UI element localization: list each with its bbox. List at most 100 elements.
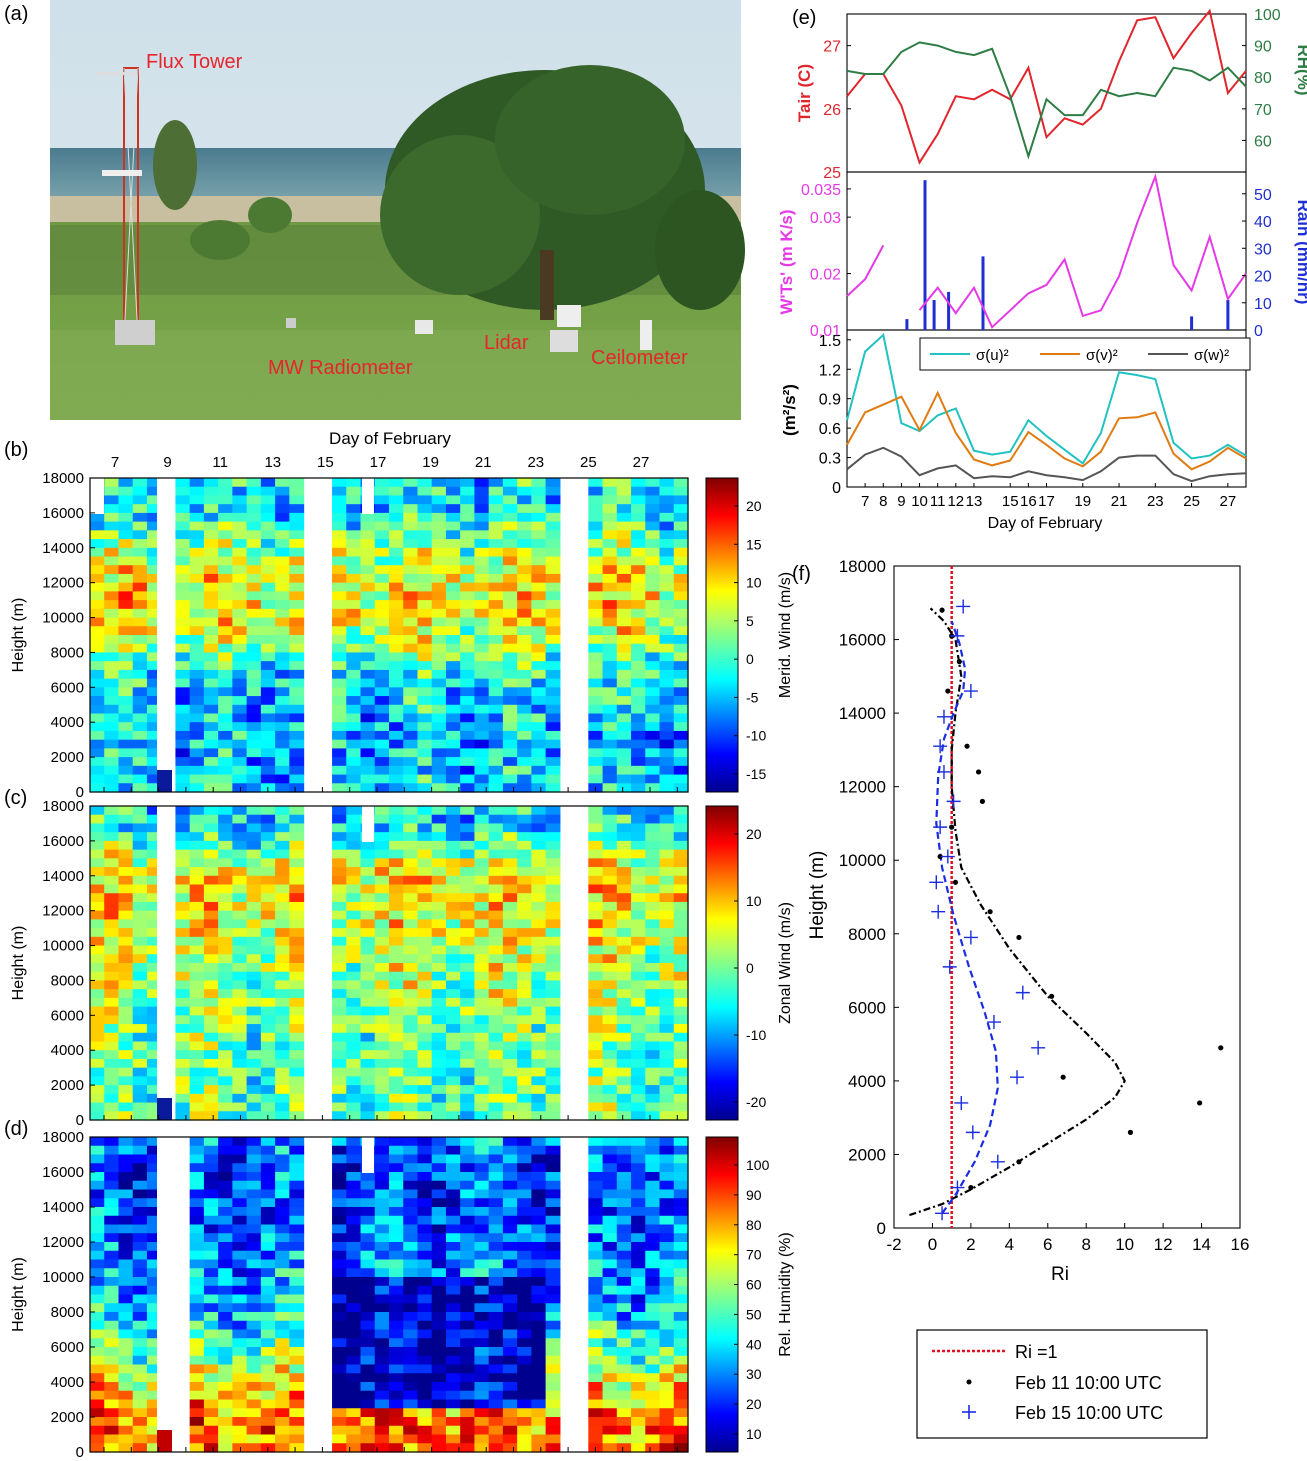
heatmap-y-label: Height (m) (10, 1257, 27, 1332)
feb15-point (942, 959, 957, 974)
colorbar-tick: -20 (746, 1094, 766, 1110)
rain-bar (923, 180, 927, 330)
panel-e-xtick: 9 (897, 493, 905, 510)
heatmap-y-tick: 6000 (51, 679, 84, 696)
colorbar-tick: 15 (746, 536, 762, 552)
panel-e-xlabel: Day of February (988, 515, 1103, 532)
feb15-point (936, 709, 951, 724)
heatmap-top-tick: 17 (370, 454, 387, 471)
heatmap-y-tick: 14000 (42, 868, 84, 885)
rain-bar (1226, 300, 1230, 330)
heatmap-frame (89, 477, 689, 793)
rain-tick: 50 (1254, 187, 1272, 204)
panel-letter-c: (c) (4, 787, 27, 809)
feb15-point (990, 1154, 1005, 1169)
rh-ylabel: RH(%) (1294, 45, 1307, 96)
feb11-point (939, 607, 945, 613)
heatmap-top-tick: 19 (422, 454, 439, 471)
colorbar-tick: -10 (746, 728, 766, 744)
colorbar-tick: 30 (746, 1366, 762, 1382)
panel-e-xtick: 25 (1183, 493, 1200, 510)
sigma-tick: 0 (832, 480, 841, 497)
panel-f-ytick: 8000 (848, 925, 886, 944)
sigma-ylabel: (m²/s²) (780, 384, 799, 436)
heatmap-panel-d: 0 2000 4000 6000 8000 10000 12000 14000 16000 180… (4, 1118, 794, 1461)
panel-f-xtick: 6 (1043, 1235, 1052, 1254)
heatmap-top-tick: 23 (527, 454, 544, 471)
heatmap-top-tick: 7 (111, 454, 119, 471)
panel-e-xtick: 8 (879, 493, 887, 510)
legend-label: σ(w)² (1194, 347, 1229, 364)
panel-f-ytick: 6000 (848, 998, 886, 1017)
panel-f-ylabel: Height (m) (807, 851, 828, 940)
colorbar-label: Merid. Wind (m/s) (777, 572, 794, 698)
feb15-point (950, 1180, 965, 1195)
colorbar-label: Rel. Humidity (%) (777, 1232, 794, 1356)
heatmap-y-tick: 10000 (42, 938, 84, 955)
sigma-line-2 (846, 446, 1247, 483)
heatmap-y-tick: 16000 (42, 505, 84, 522)
feb15-point (940, 849, 955, 864)
heatmap-y-tick: 14000 (42, 540, 84, 557)
feb11-point (952, 879, 959, 885)
heatmap-y-tick: 8000 (51, 644, 84, 661)
heatmap-y-tick: 10000 (42, 610, 84, 627)
heatmap-top-tick: 11 (212, 454, 228, 471)
wts-tick: 0.03 (810, 210, 841, 227)
panel-f-ytick: 16000 (839, 631, 886, 650)
feb15-point (931, 904, 946, 919)
panel-e-xtick: 15 (1002, 493, 1019, 510)
heatmap-y-tick: 18000 (42, 798, 84, 815)
heatmap-y-label: Height (m) (10, 926, 27, 1001)
colorbar-tick: 50 (746, 1306, 762, 1322)
sigma-line-1 (846, 390, 1247, 471)
heatmap-panel-b: 0 2000 4000 6000 8000 10000 12000 14000 16000 180… (4, 439, 794, 801)
colorbar-tick: 20 (746, 1396, 762, 1412)
feb11-point (1016, 934, 1022, 941)
colorbar-tick: 10 (746, 575, 762, 591)
label-lidar: Lidar (484, 332, 529, 354)
colorbar-tick: -10 (746, 1027, 766, 1043)
heatmap-y-tick: 8000 (51, 972, 84, 989)
panel-e-xtick: 12 (947, 493, 964, 510)
panel-f-ytick: 4000 (848, 1072, 886, 1091)
legend-feb11-label: Feb 11 10:00 UTC (1015, 1373, 1162, 1393)
heatmap-top-ticks: 7 9 11 13 15 17 19 21 23 25 27 (111, 454, 650, 471)
rain-tick: 0 (1254, 323, 1263, 340)
colorbar-tick: 60 (746, 1277, 762, 1293)
heatmap-top-tick: 25 (580, 454, 597, 471)
tair-tick: 26 (823, 102, 841, 119)
panel-letter-a: (a) (4, 3, 28, 25)
panel-f-xtick: 16 (1231, 1235, 1250, 1254)
site-photo: Flux Tower MW Radiometer Lidar Ceilomete… (50, 0, 745, 420)
heatmap-y-tick: 0 (76, 1112, 84, 1129)
colorbar (705, 805, 739, 1121)
feb15-point (1010, 1070, 1025, 1085)
heatmap-y-tick: 12000 (42, 575, 84, 592)
rain-tick: 20 (1254, 269, 1272, 286)
feb15-point (950, 628, 965, 643)
tair-ylabel: Tair (C) (795, 64, 814, 122)
heatmap-y-tick: 12000 (42, 1234, 84, 1251)
colorbar-tick: 70 (746, 1247, 762, 1263)
label-ceilometer: Ceilometer (591, 347, 688, 369)
rain-bar (981, 256, 985, 330)
colorbar-tick: 5 (746, 613, 754, 629)
colorbar-tick: 0 (746, 651, 754, 667)
tair-tick: 27 (823, 39, 841, 56)
panel-e-xtick: 17 (1038, 493, 1055, 510)
colorbar-tick: 40 (746, 1336, 762, 1352)
feb15-point (936, 764, 951, 779)
panel-f: -2 0 2 4 6 8 10 12 14 160200040006000800010000120… (839, 557, 1250, 1254)
feb11-point (937, 853, 943, 860)
rain-bar (947, 291, 951, 330)
colorbar-tick: 0 (746, 960, 754, 976)
colorbar-tick: 20 (746, 498, 762, 514)
sigma-tick: 0.9 (819, 392, 841, 409)
wts-tick: 0.02 (810, 267, 841, 284)
panel-letter-f: (f) (792, 563, 811, 585)
colorbar (705, 1136, 739, 1453)
feb15-point (946, 794, 961, 809)
panel-f-xtick: 10 (1115, 1235, 1134, 1254)
panel-f-ytick: 0 (877, 1219, 886, 1238)
